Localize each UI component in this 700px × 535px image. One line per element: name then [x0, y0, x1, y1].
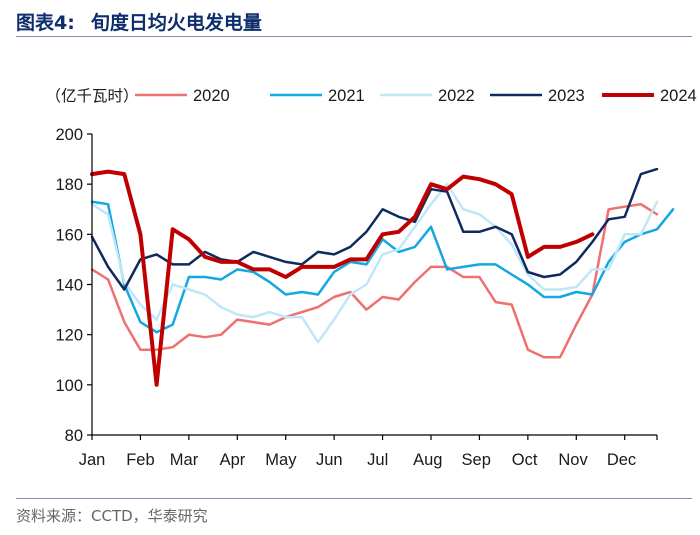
- source-divider: [16, 498, 692, 499]
- x-tick-label-mar: Mar: [170, 451, 199, 469]
- legend-label-2023: 2023: [548, 87, 585, 105]
- x-tick-label-feb: Feb: [126, 451, 154, 469]
- title-divider: [16, 36, 692, 37]
- figure-number: 图表4:: [16, 12, 75, 34]
- legend-label-2022: 2022: [438, 87, 475, 105]
- series-line-2022: [90, 182, 659, 344]
- legend-label-2024: 2024: [660, 87, 697, 105]
- figure-title: 图表4: 旬度日均火电发电量: [16, 8, 262, 35]
- series-layer: [90, 167, 675, 387]
- x-tick-label-jul: Jul: [367, 451, 388, 469]
- x-tick-label-jan: Jan: [79, 451, 106, 469]
- series-line-2023: [90, 167, 659, 291]
- x-tick-label-jun: Jun: [316, 451, 343, 469]
- x-tick-label-oct: Oct: [512, 451, 538, 469]
- figure-title-text: 旬度日均火电发电量: [90, 12, 262, 34]
- x-tick-label-sep: Sep: [462, 451, 491, 469]
- x-tick-label-may: May: [265, 451, 297, 469]
- x-tick-label-apr: Apr: [220, 451, 246, 469]
- x-tick-label-dec: Dec: [607, 451, 636, 469]
- series-line-2021: [90, 200, 675, 334]
- y-tick-label-180: 180: [55, 176, 83, 194]
- source-note: 资料来源：CCTD，华泰研究: [16, 507, 208, 525]
- y-tick-label-100: 100: [55, 377, 83, 395]
- series-line-2020: [90, 202, 659, 359]
- y-tick-label-160: 160: [55, 226, 83, 244]
- legend-label-2020: 2020: [193, 87, 230, 105]
- legend-label-2021: 2021: [328, 87, 365, 105]
- chart-legend: 2020 2021 2022 2023 2024: [135, 87, 697, 105]
- y-tick-label-140: 140: [55, 277, 83, 295]
- y-tick-label-200: 200: [55, 126, 83, 144]
- series-line-2024: [90, 169, 595, 387]
- y-unit-label: （亿千瓦时）: [45, 87, 138, 105]
- x-tick-label-nov: Nov: [558, 451, 588, 469]
- axes-layer: 80 100 120 140 160 180 200 Jan Feb Mar Apr May Jun Ju…: [55, 126, 658, 469]
- y-tick-label-120: 120: [55, 327, 83, 345]
- x-tick-label-aug: Aug: [413, 451, 442, 469]
- y-tick-label-80: 80: [65, 427, 83, 445]
